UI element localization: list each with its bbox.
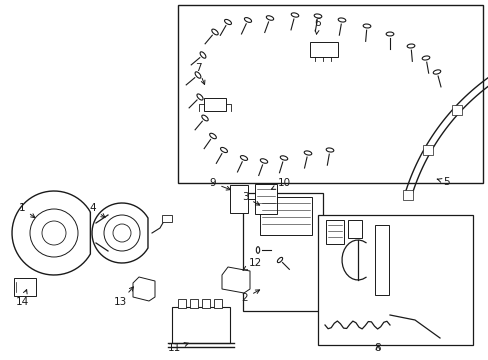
Bar (229, 185, 247, 213)
Bar (374, 225, 388, 295)
Bar (14, 278, 36, 296)
Bar (203, 98, 225, 111)
Bar (260, 197, 311, 235)
Ellipse shape (407, 44, 414, 48)
Text: 11: 11 (167, 343, 188, 353)
Text: 2: 2 (241, 290, 259, 303)
Ellipse shape (202, 115, 208, 121)
Ellipse shape (314, 14, 321, 18)
Ellipse shape (432, 70, 440, 74)
Text: 1: 1 (19, 203, 35, 218)
Bar (325, 220, 343, 244)
Ellipse shape (421, 56, 429, 60)
Bar (309, 42, 337, 57)
Ellipse shape (224, 19, 231, 24)
Ellipse shape (277, 257, 282, 262)
Bar (347, 220, 361, 238)
Ellipse shape (363, 24, 370, 28)
Ellipse shape (220, 148, 227, 153)
Bar (243, 193, 323, 311)
Bar (162, 215, 172, 222)
Ellipse shape (338, 18, 345, 22)
Bar (402, 190, 412, 200)
Text: 14: 14 (15, 289, 29, 307)
Bar (202, 299, 209, 308)
Ellipse shape (209, 133, 216, 139)
Ellipse shape (291, 13, 298, 17)
Polygon shape (133, 277, 155, 301)
Ellipse shape (244, 18, 251, 22)
Ellipse shape (280, 156, 287, 160)
Ellipse shape (256, 247, 259, 253)
Text: 5: 5 (436, 177, 448, 187)
Ellipse shape (260, 159, 267, 163)
Ellipse shape (304, 151, 311, 155)
Bar (178, 5, 482, 183)
Ellipse shape (240, 156, 247, 161)
Polygon shape (92, 203, 148, 263)
Ellipse shape (266, 16, 273, 20)
Text: 8: 8 (374, 343, 381, 353)
Bar (172, 307, 229, 343)
Text: 6: 6 (314, 18, 321, 34)
Ellipse shape (325, 148, 333, 152)
Ellipse shape (197, 94, 203, 100)
Polygon shape (222, 267, 249, 293)
Bar (317, 215, 472, 345)
Bar (450, 105, 461, 116)
Ellipse shape (386, 32, 393, 36)
Bar (178, 299, 185, 308)
Text: 13: 13 (113, 287, 133, 307)
Bar (254, 184, 276, 214)
Polygon shape (12, 191, 90, 275)
Bar (190, 299, 198, 308)
Text: 7: 7 (194, 63, 204, 84)
Ellipse shape (200, 52, 205, 58)
Text: 4: 4 (89, 203, 105, 217)
Text: 3: 3 (241, 192, 259, 205)
Ellipse shape (195, 72, 201, 78)
Text: 9: 9 (209, 178, 230, 190)
Text: 12: 12 (243, 258, 261, 270)
Ellipse shape (211, 29, 218, 35)
Text: 10: 10 (271, 178, 290, 189)
Bar (422, 145, 432, 155)
Bar (214, 299, 222, 308)
